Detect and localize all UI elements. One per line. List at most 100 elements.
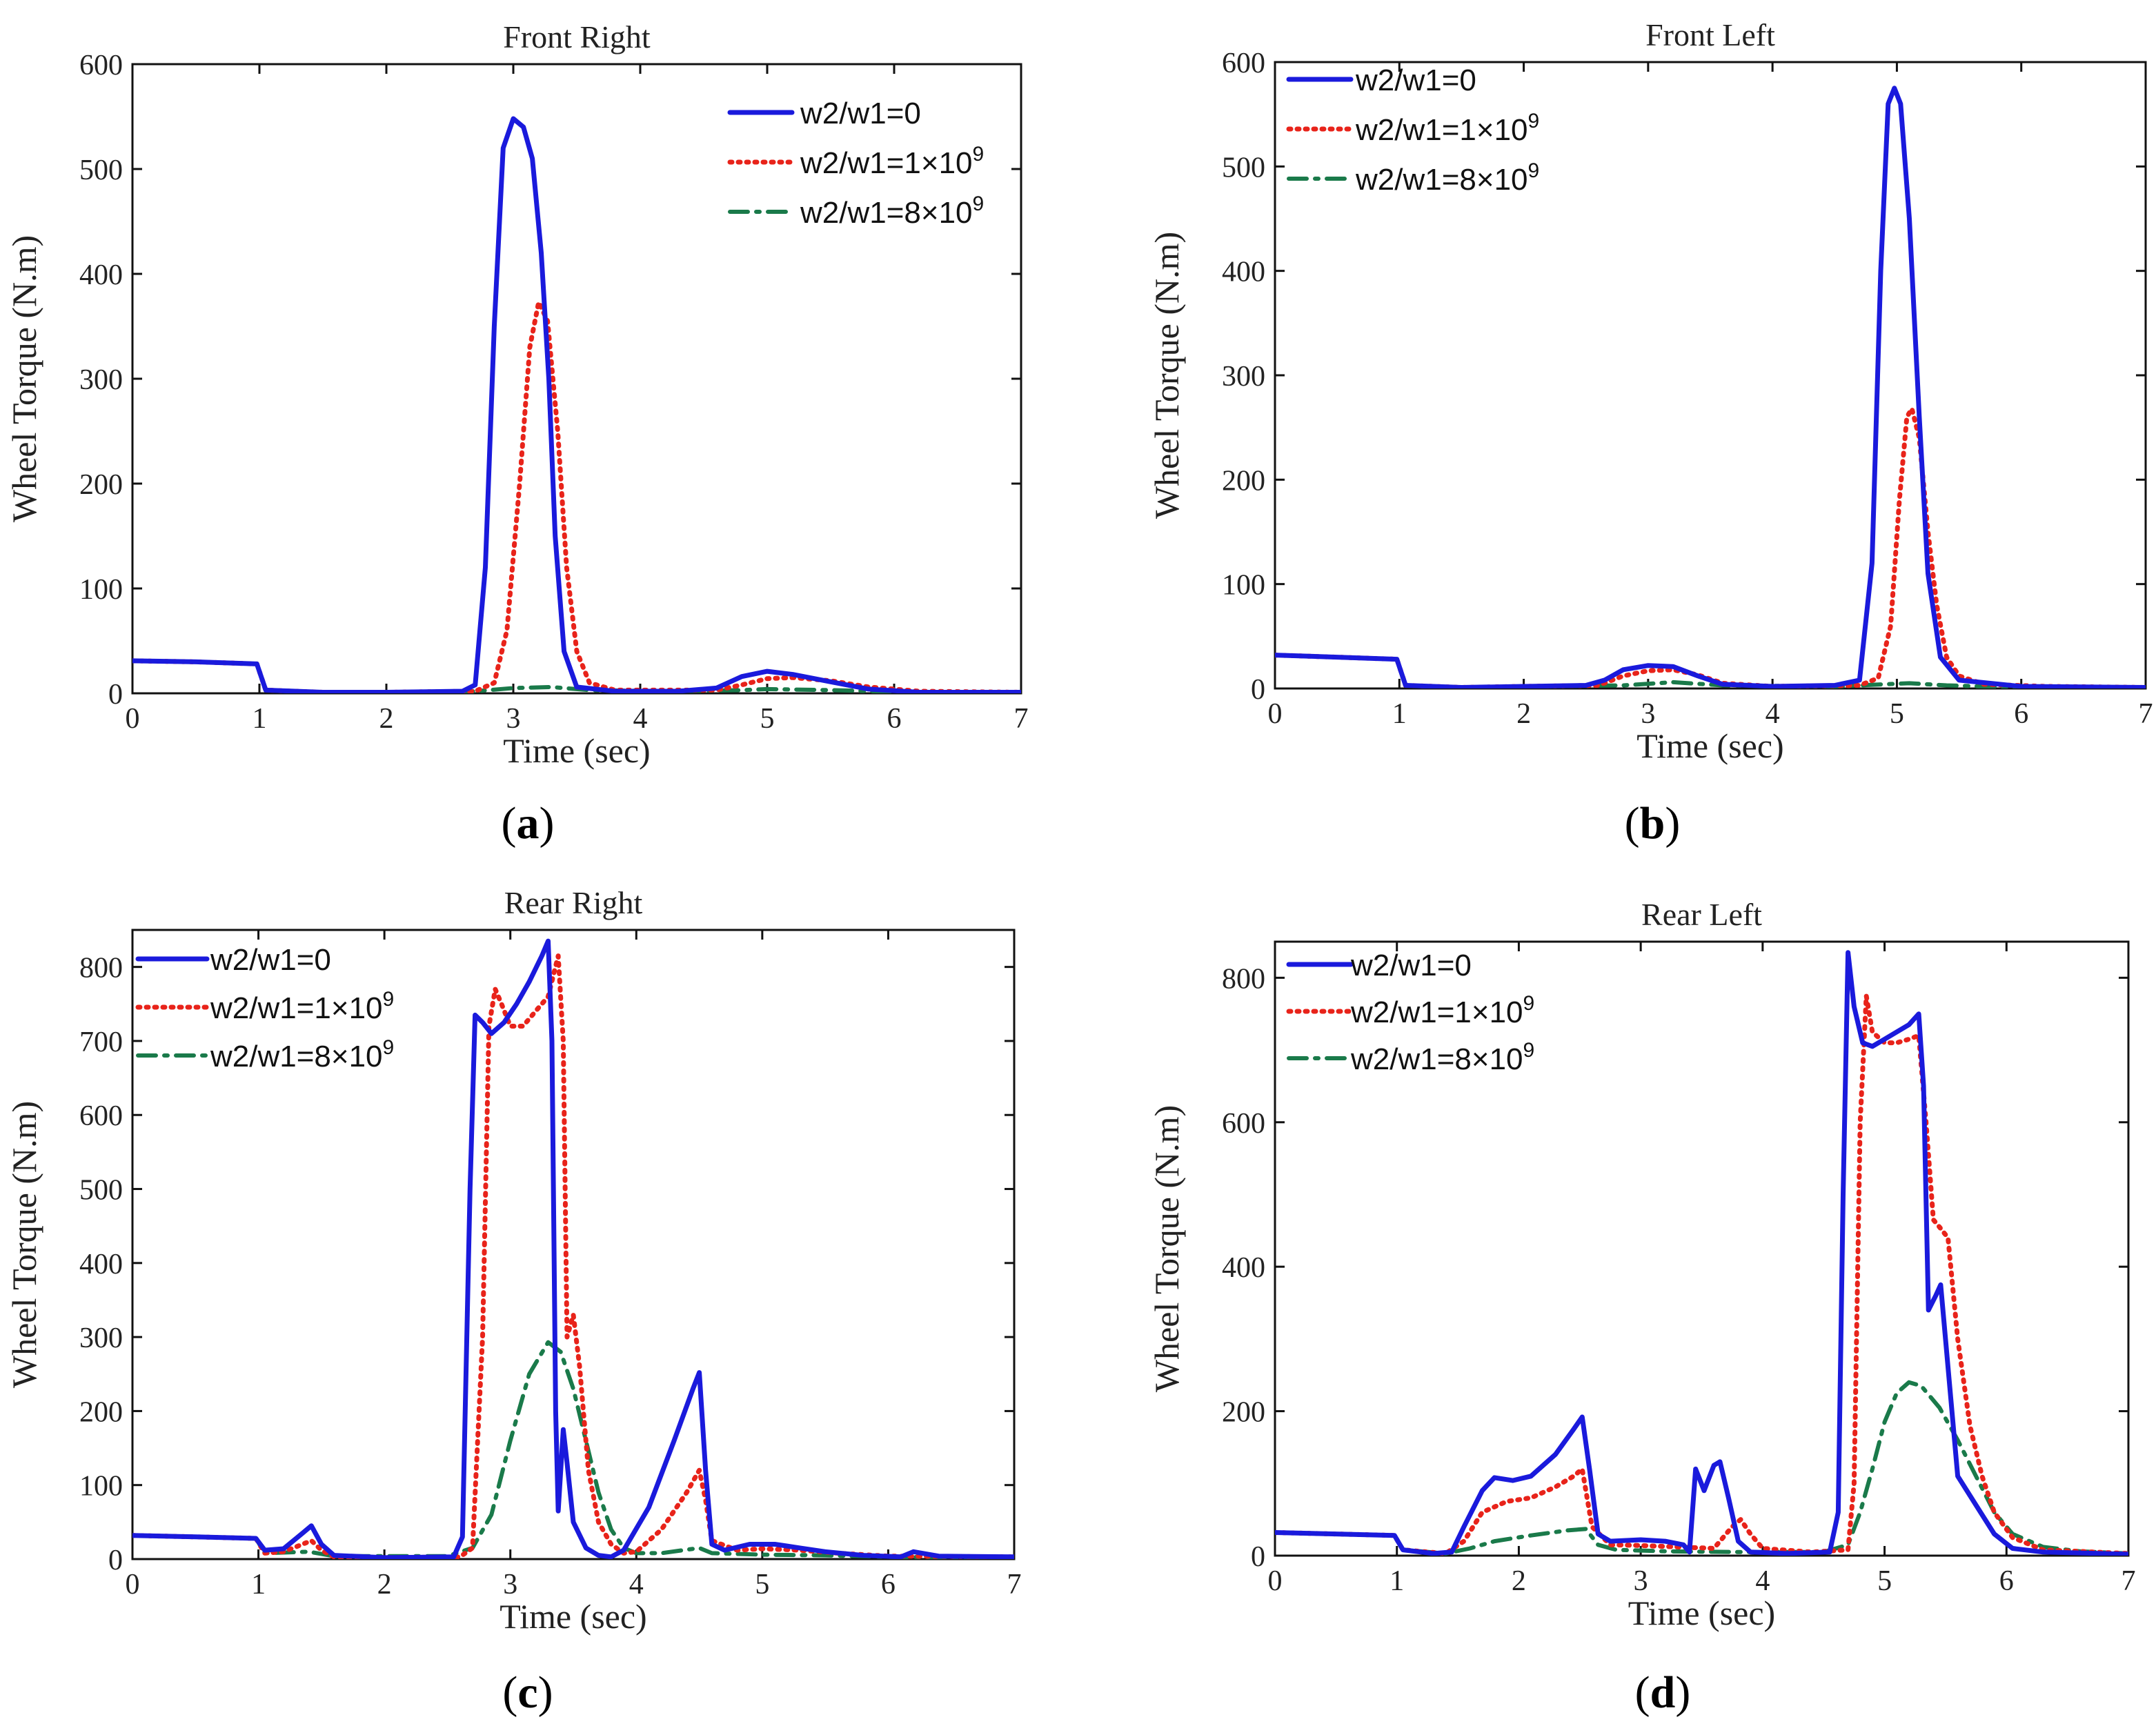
x-tick-label: 3 — [1641, 698, 1655, 730]
chart-title: Rear Right — [504, 885, 643, 920]
chart-title: Rear Left — [1641, 897, 1762, 932]
y-tick-label: 400 — [79, 1249, 123, 1280]
y-tick-label: 200 — [79, 469, 123, 501]
x-tick-label: 6 — [887, 703, 902, 735]
y-tick-label: 600 — [79, 1100, 123, 1132]
y-axis-label: Wheel Torque (N.m) — [1147, 1105, 1186, 1392]
y-tick-label: 800 — [1222, 963, 1265, 995]
y-tick-label: 600 — [1222, 48, 1265, 79]
chart-front-right: Front Right 0 1 2 3 4 5 6 7 0 100 200 300 400 500 600 Ti… — [5, 19, 1029, 770]
y-tick-label: 0 — [1251, 1541, 1265, 1573]
series-line-solid — [132, 938, 1014, 1559]
x-axis-label: Time (sec) — [500, 1597, 646, 1636]
legend-label: w2/w1=0 — [1350, 949, 1472, 982]
y-tick-label: 0 — [108, 1545, 123, 1576]
series-line-dotted — [132, 299, 1021, 693]
x-tick-label: 3 — [503, 1569, 517, 1600]
x-tick-label: 4 — [1755, 1565, 1770, 1597]
x-tick-label: 0 — [126, 1569, 140, 1600]
x-tick-label: 6 — [1999, 1565, 2014, 1597]
x-tick-label: 6 — [881, 1569, 896, 1600]
legend-label: w2/w1=0 — [1355, 63, 1476, 97]
x-tick-label: 6 — [2014, 698, 2028, 730]
x-tick-label: 1 — [251, 1569, 266, 1600]
y-tick-label: 800 — [79, 953, 123, 984]
series-line-dashdot — [1275, 1380, 2128, 1556]
legend-label: w2/w1=1×109 — [1355, 110, 1539, 147]
x-tick-label: 0 — [1268, 698, 1283, 730]
y-axis-label: Wheel Torque (N.m) — [1147, 232, 1186, 519]
y-tick-label: 500 — [79, 155, 123, 186]
x-tick-label: 1 — [1389, 1565, 1404, 1597]
legend-label: w2/w1=8×109 — [210, 1036, 394, 1073]
panel-label: (b) — [1625, 798, 1681, 849]
y-tick-label: 400 — [1222, 1252, 1265, 1284]
x-tick-label: 7 — [1007, 1569, 1022, 1600]
y-tick-label: 0 — [1251, 674, 1265, 706]
x-axis-label: Time (sec) — [1628, 1594, 1775, 1632]
x-tick-label: 4 — [1766, 698, 1780, 730]
x-axis-label: Time (sec) — [1636, 726, 1783, 765]
x-tick-label: 2 — [1516, 698, 1531, 730]
y-tick-label: 100 — [79, 1471, 123, 1503]
y-tick-label: 700 — [79, 1027, 123, 1058]
y-tick-label: 200 — [79, 1396, 123, 1428]
x-tick-label: 0 — [1268, 1565, 1283, 1597]
y-axis-label: Wheel Torque (N.m) — [5, 235, 43, 522]
x-tick-label: 4 — [633, 703, 648, 735]
chart-rear-left: Rear Left 0 1 2 3 4 5 6 7 0 200 400 600 800 Time (sec)… — [1147, 897, 2136, 1632]
x-tick-label: 7 — [2139, 698, 2153, 730]
series-line-dotted — [1275, 406, 2146, 688]
legend-label: w2/w1=1×109 — [1350, 992, 1534, 1029]
y-tick-label: 400 — [79, 259, 123, 291]
panel-labels: (a) (b) (c) (d) — [502, 798, 1691, 1718]
y-tick-label: 600 — [79, 50, 123, 81]
x-tick-label: 5 — [760, 703, 775, 735]
x-tick-label: 1 — [1392, 698, 1407, 730]
legend-label: w2/w1=0 — [210, 943, 331, 977]
legend-label: w2/w1=0 — [800, 97, 921, 130]
legend-label: w2/w1=8×109 — [1350, 1039, 1534, 1076]
panel-label: (a) — [502, 798, 555, 849]
y-tick-label: 500 — [79, 1175, 123, 1207]
x-tick-label: 2 — [379, 703, 394, 735]
y-tick-label: 0 — [108, 679, 123, 711]
series-line-dotted — [1275, 993, 2128, 1556]
y-tick-label: 500 — [1222, 152, 1265, 184]
y-tick-label: 300 — [79, 364, 123, 396]
plot-frame — [1274, 61, 2147, 690]
series-line-solid — [132, 116, 1021, 693]
y-tick-label: 300 — [1222, 361, 1265, 393]
x-tick-label: 1 — [253, 703, 267, 735]
y-tick-label: 200 — [1222, 1397, 1265, 1429]
x-tick-label: 5 — [1890, 698, 1904, 730]
panel-label: (c) — [502, 1667, 553, 1718]
plot-frame — [131, 929, 1016, 1560]
series-line-solid — [1275, 86, 2146, 688]
x-tick-label: 7 — [1014, 703, 1029, 735]
x-tick-label: 4 — [629, 1569, 644, 1600]
panel-label: (d) — [1635, 1667, 1691, 1718]
x-axis-label: Time (sec) — [503, 731, 650, 770]
x-tick-label: 5 — [1877, 1565, 1892, 1597]
y-tick-label: 300 — [79, 1322, 123, 1354]
y-tick-label: 100 — [1222, 570, 1265, 602]
x-tick-label: 5 — [755, 1569, 769, 1600]
y-tick-label: 200 — [1222, 465, 1265, 497]
y-tick-label: 400 — [1222, 257, 1265, 288]
chart-front-left: Front Left 0 1 2 3 4 5 6 7 0 100 200 300 400 500 600 Tim… — [1147, 17, 2153, 765]
legend-label: w2/w1=8×109 — [1355, 159, 1539, 197]
x-tick-label: 7 — [2122, 1565, 2136, 1597]
legend-label: w2/w1=1×109 — [210, 988, 394, 1025]
x-tick-label: 3 — [1634, 1565, 1648, 1597]
x-tick-label: 3 — [506, 703, 521, 735]
series-line-solid — [1275, 950, 2128, 1556]
plot-frame — [1274, 940, 2130, 1557]
x-tick-label: 2 — [1512, 1565, 1526, 1597]
series-line-dashdot — [132, 1340, 1014, 1559]
chart-title: Front Right — [503, 19, 651, 54]
chart-rear-right: Rear Right 0 1 2 3 4 5 6 7 0 100 200 300 400 500 600 700… — [5, 885, 1022, 1636]
y-axis-label: Wheel Torque (N.m) — [5, 1101, 43, 1388]
legend-label: w2/w1=1×109 — [800, 143, 984, 180]
